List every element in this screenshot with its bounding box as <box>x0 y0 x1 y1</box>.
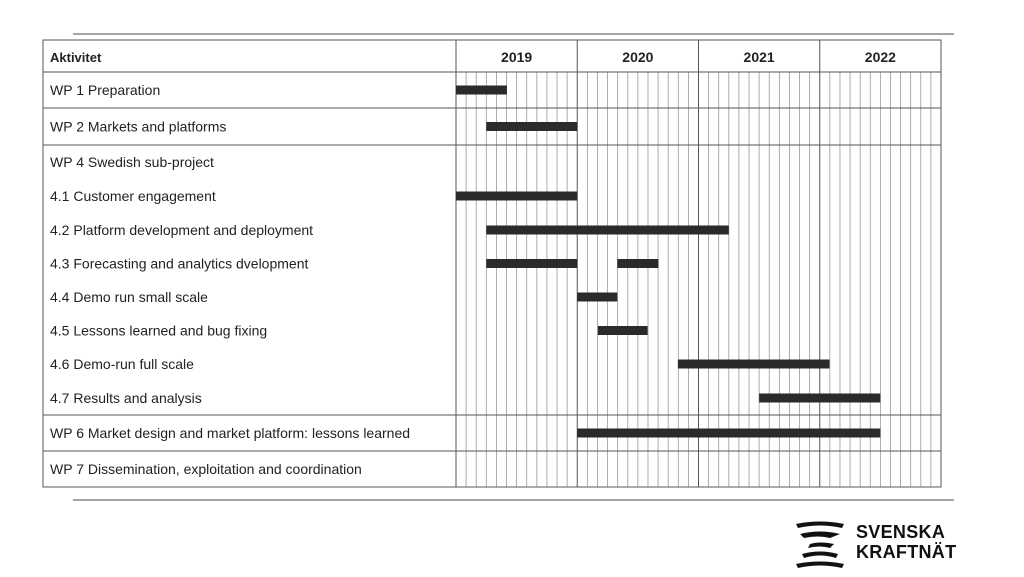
svenska-kraftnat-logo: SVENSKA KRAFTNÄT <box>790 518 960 572</box>
gantt-bar <box>677 359 830 369</box>
table-frame <box>42 39 942 488</box>
gantt-bar <box>456 85 507 95</box>
row-label: WP 1 Preparation <box>50 82 160 98</box>
row-label: 4.7 Results and analysis <box>50 390 202 406</box>
row-label: 4.1 Customer engagement <box>50 188 216 204</box>
gantt-bar <box>486 259 578 268</box>
gantt-bar <box>486 225 729 235</box>
gantt-bar <box>759 393 881 403</box>
row-label: WP 4 Swedish sub-project <box>50 154 214 170</box>
gantt-bar <box>597 326 648 335</box>
year-label: 2021 <box>744 49 775 65</box>
row-label: WP 7 Dissemination, exploitation and coo… <box>50 461 362 477</box>
gantt-bar <box>617 259 659 268</box>
header-aktivitet: Aktivitet <box>50 50 102 65</box>
gantt-bar <box>577 428 881 438</box>
row-label: WP 6 Market design and market platform: … <box>50 425 410 441</box>
row-label: 4.2 Platform development and deployment <box>50 222 313 238</box>
logo-line-1: SVENSKA <box>856 522 946 542</box>
logo-line-2: KRAFTNÄT <box>856 542 957 562</box>
logo-mark-icon <box>796 521 844 568</box>
row-label: 4.4 Demo run small scale <box>50 289 208 305</box>
gantt-bar <box>486 122 578 131</box>
row-label: WP 2 Markets and platforms <box>50 119 226 135</box>
row-label: 4.6 Demo-run full scale <box>50 356 194 372</box>
year-label: 2020 <box>622 49 653 65</box>
year-label: 2019 <box>501 49 532 65</box>
row-label: 4.5 Lessons learned and bug fixing <box>50 323 267 339</box>
row-label: 4.3 Forecasting and analytics dvelopment <box>50 256 308 272</box>
year-label: 2022 <box>865 49 896 65</box>
gantt-bar <box>577 292 618 302</box>
gantt-bar <box>456 191 578 201</box>
